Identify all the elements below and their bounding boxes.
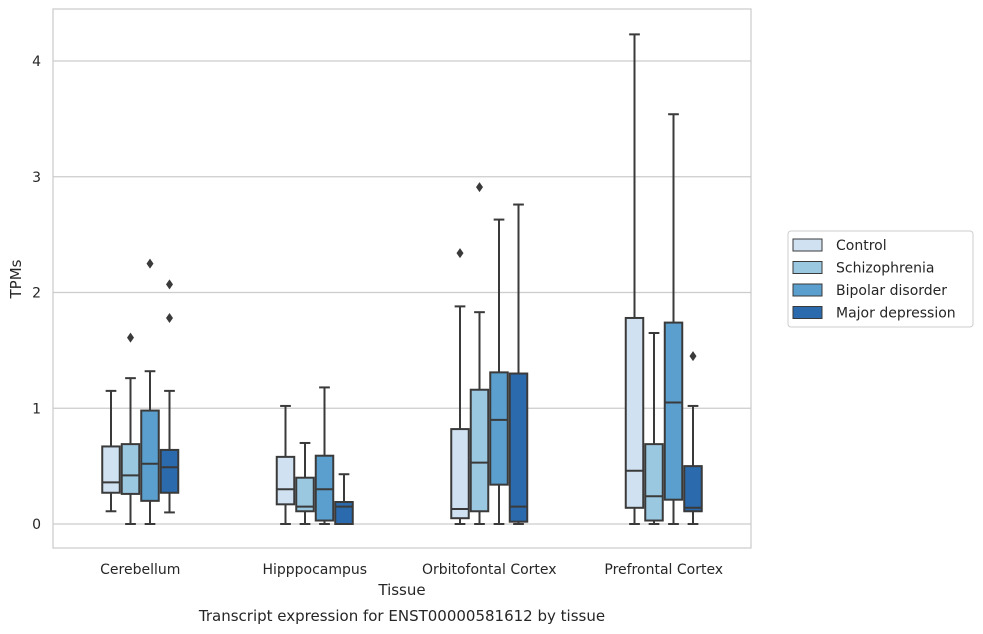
- box-body: [120, 443, 141, 495]
- box-body: [489, 371, 509, 486]
- legend-frame: [787, 230, 974, 328]
- legend-label: Bipolar disorder: [836, 283, 947, 299]
- x-tick-label: Cerebellum: [100, 562, 180, 578]
- legend-swatch: [792, 283, 823, 297]
- chart-caption: Transcript expression for ENST0000058161…: [198, 607, 605, 625]
- box-major-depression: [334, 473, 354, 526]
- outlier-point: [476, 182, 483, 193]
- outlier-point: [146, 258, 154, 269]
- y-tick-label: 3: [32, 170, 41, 186]
- box-schizophrenia: [644, 332, 664, 525]
- y-axis-ticks: 0 1 2 3 4: [32, 54, 41, 533]
- box-body: [644, 443, 664, 522]
- x-tick-label: Hipppocampus: [262, 562, 367, 578]
- box-control: [450, 248, 470, 525]
- outlier-point: [166, 279, 173, 290]
- box-major-depression: [508, 203, 529, 525]
- box-body: [159, 448, 180, 494]
- box-body: [508, 372, 529, 523]
- boxes: [101, 33, 703, 526]
- y-tick-label: 4: [32, 54, 41, 70]
- box-control: [275, 404, 296, 525]
- outlier-point: [689, 351, 697, 362]
- box-body: [334, 501, 354, 526]
- box-bipolar-disorder: [663, 113, 684, 525]
- x-tick-label: Orbitofontal Cortex: [422, 562, 557, 578]
- x-axis-ticks: Cerebellum Hipppocampus Orbitofontal Corte…: [100, 562, 723, 578]
- box-body: [450, 428, 470, 520]
- y-axis-label: TPMs: [7, 259, 25, 299]
- outlier-point: [456, 248, 464, 259]
- legend-label: Schizophrenia: [836, 261, 934, 277]
- legend: Control Schizophrenia Bipolar disorder Majo…: [787, 230, 974, 328]
- outlier-point: [127, 332, 134, 343]
- legend-swatch: [792, 261, 823, 274]
- box-body: [314, 454, 335, 522]
- y-tick-label: 1: [32, 401, 41, 417]
- legend-label: Major depression: [836, 306, 956, 322]
- box-body: [295, 476, 315, 513]
- plot-area-frame: [52, 8, 752, 549]
- box-schizophrenia: [295, 441, 315, 525]
- box-major-depression: [683, 351, 703, 525]
- box-schizophrenia: [469, 182, 490, 525]
- box-schizophrenia: [120, 332, 141, 525]
- outlier-point: [166, 312, 173, 323]
- box-body: [140, 409, 160, 502]
- y-tick-label: 2: [32, 286, 41, 302]
- box-body: [101, 445, 121, 494]
- y-tick-label: 0: [32, 517, 41, 533]
- box-control: [101, 389, 121, 513]
- box-bipolar-disorder: [314, 386, 335, 525]
- legend-swatch: [792, 238, 823, 252]
- box-body: [663, 321, 684, 501]
- box-bipolar-disorder: [489, 218, 509, 525]
- x-axis-label: Tissue: [377, 581, 425, 599]
- box-control: [624, 33, 645, 525]
- box-body: [683, 465, 703, 513]
- box-body: [469, 388, 490, 513]
- box-body: [275, 455, 296, 506]
- legend-swatch: [792, 306, 823, 319]
- legend-label: Control: [836, 238, 887, 254]
- box-bipolar-disorder: [140, 258, 160, 525]
- box-major-depression: [159, 279, 180, 514]
- box-body: [624, 316, 645, 509]
- x-tick-label: Prefrontal Cortex: [604, 562, 723, 578]
